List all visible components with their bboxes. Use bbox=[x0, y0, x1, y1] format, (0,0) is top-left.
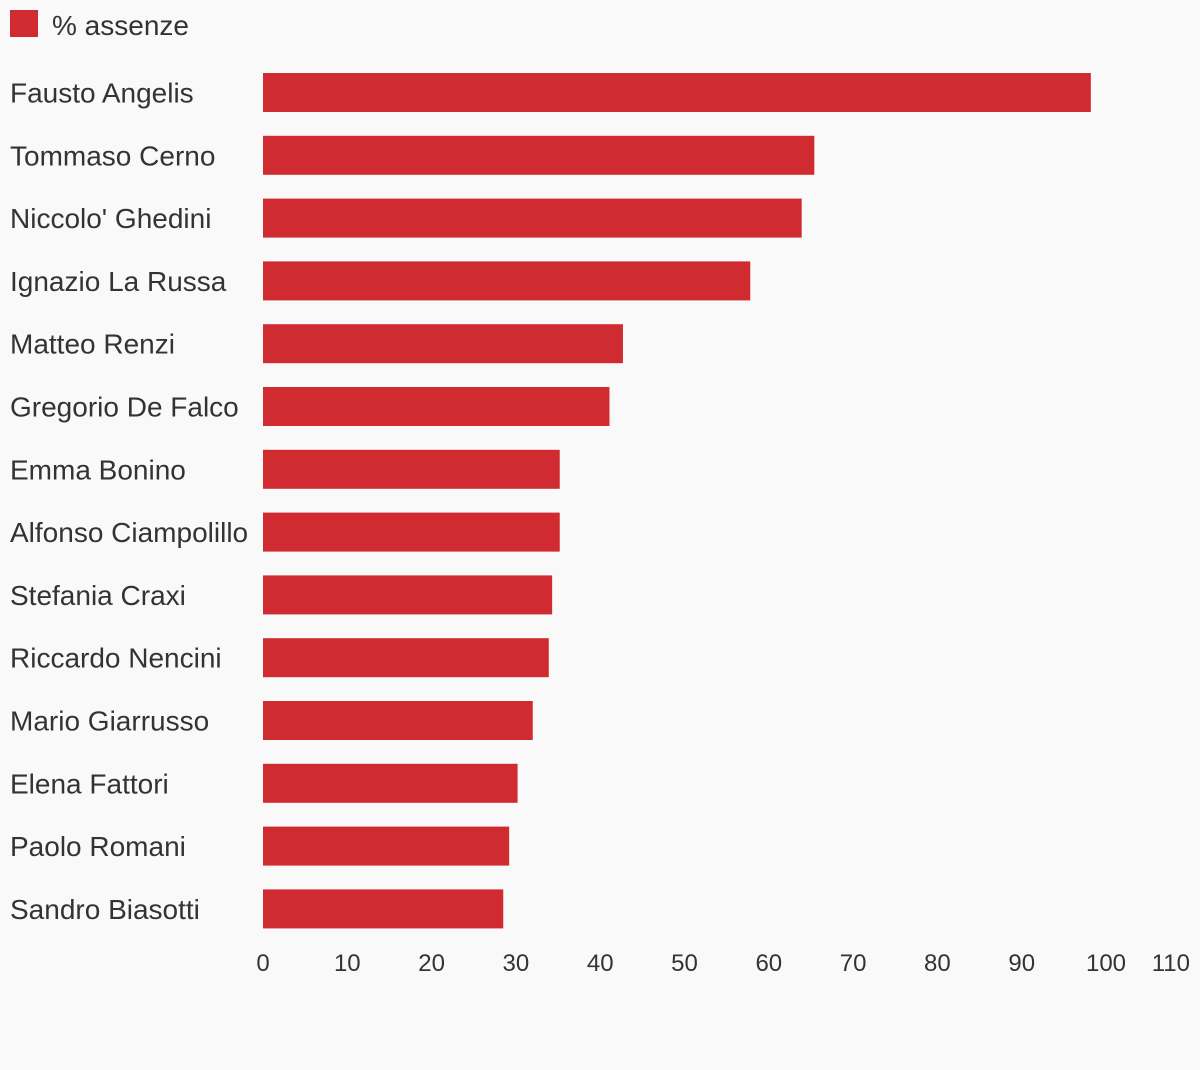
bar bbox=[263, 763, 518, 803]
category-label: Gregorio De Falco bbox=[10, 392, 239, 423]
x-tick-label: 50 bbox=[671, 950, 698, 977]
x-tick-label: 70 bbox=[840, 950, 867, 977]
bar bbox=[263, 575, 553, 615]
category-label: Fausto Angelis bbox=[10, 78, 194, 109]
x-tick-label: 110 bbox=[1152, 950, 1190, 977]
bar bbox=[263, 638, 549, 678]
x-tick-label: 100 bbox=[1086, 950, 1126, 977]
bar bbox=[263, 826, 510, 866]
category-label: Alfonso Ciampolillo bbox=[10, 517, 248, 548]
x-tick-label: 20 bbox=[418, 950, 445, 977]
legend-swatch bbox=[10, 10, 38, 37]
category-label: Paolo Romani bbox=[10, 831, 186, 862]
x-tick-label: 80 bbox=[924, 950, 951, 977]
bar bbox=[263, 135, 815, 175]
bar bbox=[263, 449, 560, 489]
category-label: Niccolo' Ghedini bbox=[10, 203, 211, 234]
category-label: Stefania Craxi bbox=[10, 580, 186, 611]
bar bbox=[263, 324, 623, 364]
x-tick-label: 90 bbox=[1008, 950, 1035, 977]
bar bbox=[263, 261, 751, 301]
bar bbox=[263, 387, 610, 426]
bar bbox=[263, 512, 560, 552]
category-label: Emma Bonino bbox=[10, 454, 186, 485]
legend: % assenze bbox=[10, 10, 189, 41]
category-label: Elena Fattori bbox=[10, 768, 169, 799]
x-tick-label: 60 bbox=[755, 950, 782, 977]
category-label: Mario Giarrusso bbox=[10, 706, 209, 737]
bar bbox=[263, 198, 802, 238]
legend-label: % assenze bbox=[52, 10, 189, 41]
bar bbox=[263, 73, 1091, 112]
category-label: Tommaso Cerno bbox=[10, 140, 215, 171]
category-labels: Fausto Angelis Tommaso Cerno Niccolo' Ghed… bbox=[10, 78, 248, 925]
bar bbox=[263, 701, 533, 740]
bars bbox=[263, 73, 1091, 929]
category-label: Sandro Biasotti bbox=[10, 894, 200, 925]
x-tick-label: 10 bbox=[334, 950, 361, 977]
x-axis-ticks: 0 10 20 30 40 50 60 70 80 90 100 110 bbox=[256, 950, 1190, 977]
bar bbox=[263, 889, 504, 929]
x-tick-label: 0 bbox=[256, 950, 269, 977]
x-tick-label: 30 bbox=[503, 950, 530, 977]
category-label: Ignazio La Russa bbox=[10, 266, 227, 297]
x-tick-label: 40 bbox=[587, 950, 614, 977]
category-label: Riccardo Nencini bbox=[10, 643, 222, 674]
category-label: Matteo Renzi bbox=[10, 329, 175, 360]
